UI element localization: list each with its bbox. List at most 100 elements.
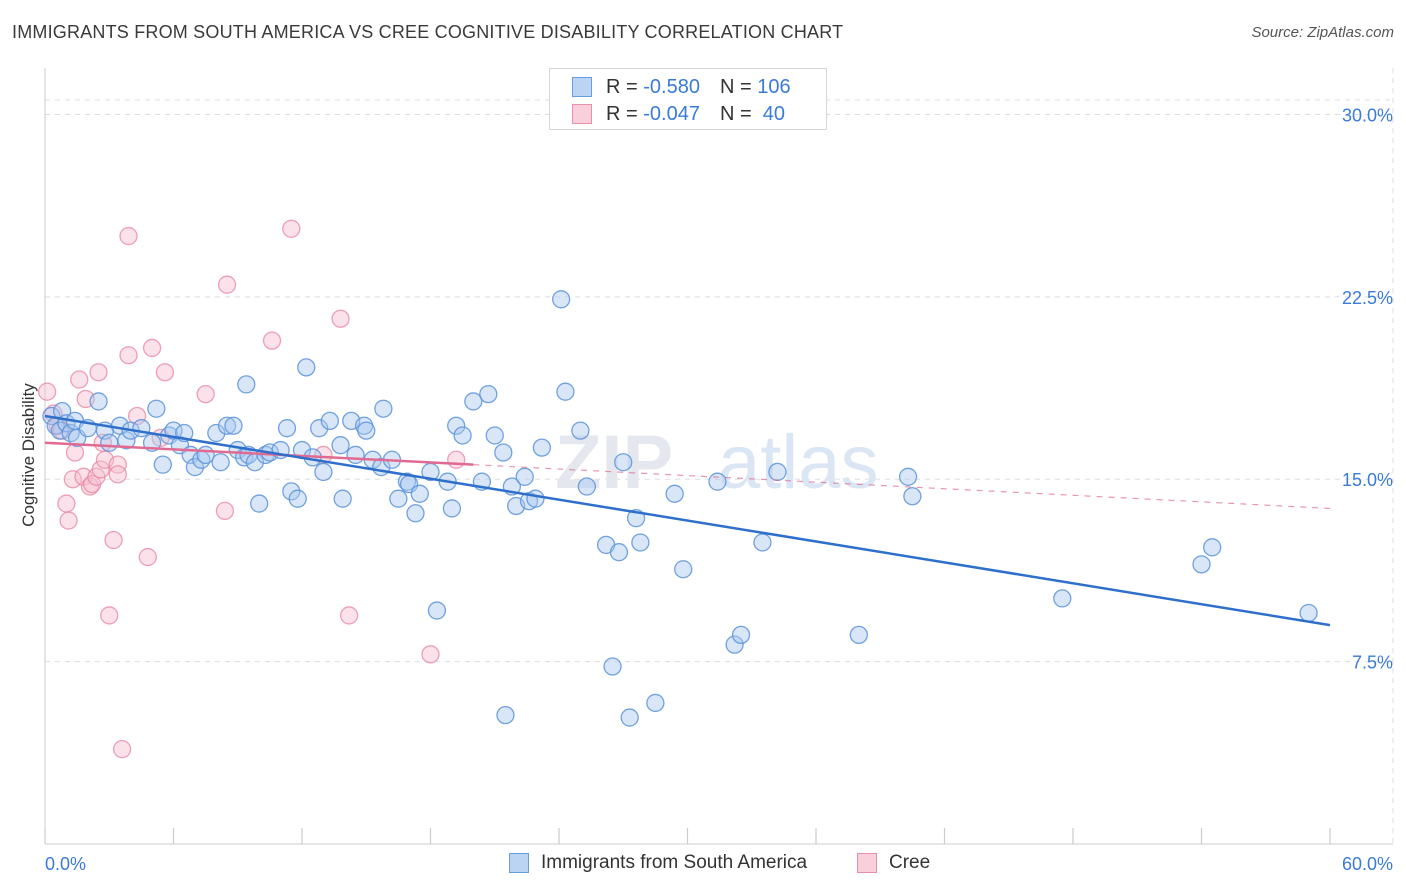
cree-point (104, 530, 123, 550)
cree-point (331, 309, 350, 328)
legend-swatch-blue (572, 77, 592, 97)
south-america-point (389, 489, 408, 508)
south-america-point (1053, 589, 1072, 608)
y-tick-label: 22.5% (1342, 288, 1393, 308)
south-america-point (725, 635, 744, 654)
correlation-legend: R = -0.580 N = 106 R = -0.047 N = 40 (549, 68, 827, 130)
south-america-point (406, 504, 425, 523)
south-america-points (42, 290, 1318, 727)
trend-lines (44, 414, 1331, 627)
south-america-point (89, 392, 108, 411)
chart-title: IMMIGRANTS FROM SOUTH AMERICA VS CREE CO… (12, 22, 844, 42)
south-america-point (250, 494, 269, 513)
cree-point (421, 645, 440, 664)
south-america-point (731, 625, 751, 645)
cree-point (80, 477, 100, 496)
south-america-point (50, 421, 70, 440)
cree-point (142, 338, 162, 358)
y-tick-label: 15.0% (1342, 470, 1393, 490)
south-america-point (577, 477, 596, 496)
south-america-point (603, 657, 622, 676)
r-label: R = (606, 102, 638, 125)
cree-point (70, 370, 89, 389)
cree-point (37, 382, 57, 401)
south-america-point (277, 419, 297, 438)
legend-label: Cree (889, 852, 931, 873)
r-label: R = (606, 75, 638, 98)
south-america-point (224, 416, 243, 435)
south-america-point (100, 433, 119, 452)
south-america-point (410, 484, 429, 503)
legend-row-south-america: R = -0.580 N = 106 (572, 74, 791, 100)
south-america-point (346, 445, 365, 465)
axes (44, 68, 1393, 845)
south-america-point (708, 472, 727, 491)
x-tick-label: 0.0% (45, 854, 86, 874)
south-america-point (753, 533, 772, 552)
south-america-point (427, 601, 447, 620)
south-america-point (453, 426, 472, 445)
south-america-point (464, 392, 483, 411)
south-america-point (374, 399, 393, 418)
cree-point (282, 219, 301, 238)
south-america-point (333, 489, 352, 508)
south-america-point (494, 443, 513, 462)
cree-point (196, 384, 215, 404)
south-america-point (665, 484, 684, 503)
cree-point (89, 363, 108, 382)
south-america-point (117, 431, 136, 450)
south-america-point (898, 467, 918, 486)
r-value: -0.047 (643, 102, 700, 125)
watermark-atlas: atlas (718, 420, 879, 505)
cree-point (119, 346, 138, 365)
south-america-point (357, 421, 376, 440)
r-value: -0.580 (643, 75, 700, 98)
south-america-point (153, 455, 172, 474)
south-america-point (1299, 603, 1318, 623)
legend-swatch-blue (509, 853, 529, 873)
cree-point (108, 465, 127, 484)
south-america-point (526, 489, 545, 508)
south-america-point (496, 705, 515, 725)
south-america-point (614, 453, 633, 472)
south-america-point (532, 438, 552, 457)
n-label: N = (719, 75, 752, 98)
y-axis-label: Cognitive Disability (19, 383, 38, 527)
south-america-point (551, 290, 571, 309)
cree-point (63, 470, 82, 489)
cree-point (100, 606, 119, 625)
cree-points (37, 219, 466, 759)
south-america-point (297, 358, 316, 377)
south-america-point (217, 416, 237, 435)
cree-point (138, 547, 157, 567)
cree-point (119, 226, 138, 246)
south-america-point (211, 453, 230, 472)
south-america-point (631, 533, 650, 552)
south-america-point (282, 482, 301, 501)
south-america-point (447, 416, 466, 435)
legend-item-south-america: Immigrants from South America (509, 852, 807, 874)
south-america-point (768, 462, 787, 482)
series-legend: Immigrants from South America Cree (0, 852, 1406, 878)
south-america-point (646, 693, 665, 713)
watermark: ZIP atlas (555, 420, 879, 505)
cree-point (155, 363, 175, 382)
south-america-point (903, 487, 922, 506)
south-america-point (207, 423, 226, 443)
south-america-point (320, 411, 339, 431)
south-america-point (849, 625, 868, 645)
south-america-point (397, 472, 417, 491)
south-america-point (1192, 555, 1211, 574)
south-america-point (185, 457, 205, 477)
cree-trend-line (44, 441, 474, 466)
tick-labels: 7.5% 15.0% 22.5% 30.0% 0.0% 60.0% (45, 105, 1393, 874)
y-tick-label: 30.0% (1342, 105, 1393, 125)
cree-point (59, 511, 78, 530)
y-tick-label: 7.5% (1352, 653, 1393, 673)
south-america-point (485, 426, 504, 445)
cree-point (57, 494, 76, 513)
south-america-point (479, 384, 498, 404)
legend-swatch-pink (857, 853, 877, 873)
south-america-point (1203, 538, 1222, 557)
